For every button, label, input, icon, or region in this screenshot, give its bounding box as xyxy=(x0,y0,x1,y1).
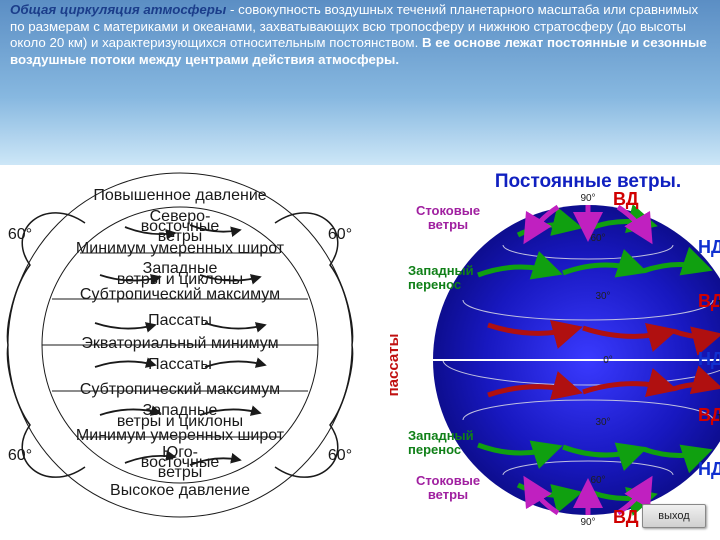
svg-text:Минимум умеренных широт: Минимум умеренных широт xyxy=(76,427,285,444)
svg-text:Минимум умеренных широт: Минимум умеренных широт xyxy=(76,240,285,257)
svg-text:60°: 60° xyxy=(328,226,352,243)
svg-text:пассаты: пассаты xyxy=(385,334,402,397)
svg-text:Пассаты: Пассаты xyxy=(148,356,212,373)
svg-text:Стоковыеветры: Стоковыеветры xyxy=(416,473,480,502)
svg-text:Западныеветры и циклоны: Западныеветры и циклоны xyxy=(117,402,243,430)
diagram-area: 60° 60° 60° 60° Повышенное давление Севе… xyxy=(0,165,720,525)
svg-text:60°: 60° xyxy=(8,447,32,464)
svg-text:Субтропический максимум: Субтропический максимум xyxy=(80,381,280,398)
svg-text:Пассаты: Пассаты xyxy=(148,312,212,329)
svg-text:Высокое давление: Высокое давление xyxy=(110,482,250,499)
svg-text:Постоянные ветры.: Постоянные ветры. xyxy=(495,171,681,192)
term-title: Общая циркуляция атмосферы xyxy=(10,2,226,17)
svg-text:0°: 0° xyxy=(603,355,613,366)
svg-text:ВД: ВД xyxy=(613,189,639,209)
svg-text:НД: НД xyxy=(698,459,720,479)
svg-text:Западныеветры и циклоны: Западныеветры и циклоны xyxy=(117,260,243,288)
exit-button[interactable]: выход xyxy=(642,504,706,528)
svg-text:НД: НД xyxy=(698,349,720,369)
definition-text: Общая циркуляция атмосферы - совокупност… xyxy=(10,2,710,68)
svg-text:Стоковыеветры: Стоковыеветры xyxy=(416,203,480,232)
svg-text:60°: 60° xyxy=(328,447,352,464)
svg-text:Экваториальный минимум: Экваториальный минимум xyxy=(81,335,278,352)
svg-text:Субтропический максимум: Субтропический максимум xyxy=(80,286,280,303)
svg-text:90°: 90° xyxy=(580,517,595,528)
svg-text:Повышенное давление: Повышенное давление xyxy=(93,187,266,204)
svg-text:30°: 30° xyxy=(595,417,610,428)
svg-text:НД: НД xyxy=(698,237,720,257)
svg-text:60°: 60° xyxy=(8,226,32,243)
svg-text:Юго-восточныеветры: Юго-восточныеветры xyxy=(141,444,220,481)
diagrams-svg: 60° 60° 60° 60° Повышенное давление Севе… xyxy=(0,165,720,535)
permanent-winds-globe: Постоянные ветры. 90° 90° 60° 60° 30° 30… xyxy=(385,171,720,528)
circulation-cross-section: 60° 60° 60° 60° Повышенное давление Севе… xyxy=(7,173,352,517)
svg-text:90°: 90° xyxy=(580,193,595,204)
svg-text:60°: 60° xyxy=(590,475,605,486)
svg-text:ВД: ВД xyxy=(613,507,639,527)
svg-text:60°: 60° xyxy=(590,233,605,244)
svg-text:30°: 30° xyxy=(595,291,610,302)
